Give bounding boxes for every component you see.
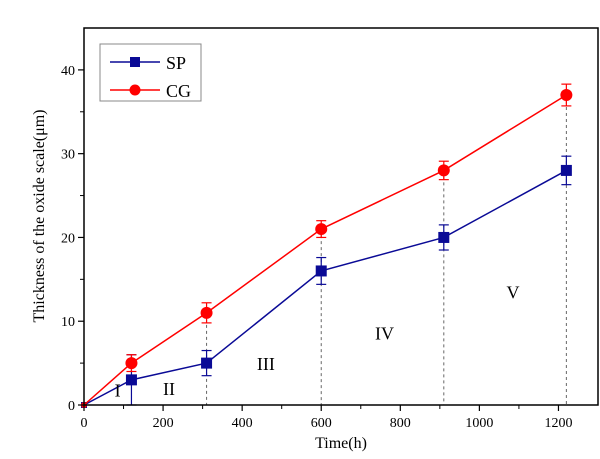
y-axis-title: Thickness of the oxide scale(μm)	[31, 110, 48, 323]
legend-label: SP	[166, 53, 186, 73]
x-tick-label: 800	[390, 416, 411, 431]
data-point	[125, 357, 138, 370]
y-axis: 0 10 20 30 40	[61, 64, 84, 414]
series-cg	[81, 83, 573, 408]
data-point	[560, 164, 572, 176]
data-point	[315, 265, 327, 277]
legend-item-cg: CG	[110, 81, 191, 101]
plot-frame	[83, 27, 599, 406]
x-tick-label: 400	[232, 416, 253, 431]
legend-label: CG	[166, 81, 191, 101]
x-tick-label: 0	[81, 416, 88, 431]
data-point	[201, 357, 213, 369]
data-point	[125, 374, 137, 386]
y-tick-label: 0	[68, 399, 75, 414]
region-label: III	[257, 354, 275, 374]
y-tick-label: 40	[61, 64, 75, 79]
data-point	[437, 164, 450, 177]
series-line	[83, 169, 567, 406]
x-tick-label: 1200	[544, 416, 572, 431]
legend-marker	[129, 84, 141, 96]
series-line	[83, 94, 567, 406]
region-label: IV	[375, 324, 394, 344]
region-label: I	[115, 381, 121, 401]
region-label: V	[506, 283, 519, 303]
x-axis-title: Time(h)	[315, 435, 367, 452]
x-tick-label: 600	[311, 416, 332, 431]
data-point	[438, 231, 450, 243]
data-point	[315, 223, 328, 236]
legend-box	[99, 43, 202, 102]
x-axis: 0 200 400 600 800 1000 1200	[81, 405, 572, 431]
region-label: II	[163, 379, 175, 399]
y-tick-label: 30	[61, 148, 75, 163]
series-sp	[81, 155, 572, 408]
region-dividers	[206, 95, 567, 405]
y-tick-label: 10	[61, 315, 75, 330]
legend-item-sp: SP	[110, 53, 186, 73]
series-layer	[81, 83, 573, 408]
y-tick-label: 20	[61, 231, 75, 246]
data-point	[200, 306, 213, 319]
x-tick-label: 1000	[465, 416, 493, 431]
legend-marker	[130, 57, 140, 67]
x-tick-label: 200	[153, 416, 174, 431]
legend: SP CG	[99, 43, 202, 102]
data-point	[560, 89, 573, 102]
